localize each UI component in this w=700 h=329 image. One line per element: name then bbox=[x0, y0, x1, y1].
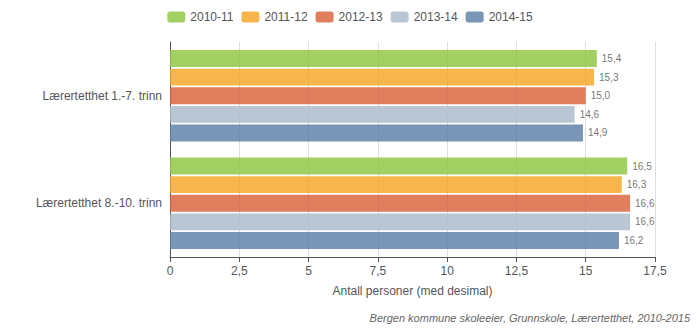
svg-text:2011-12: 2011-12 bbox=[264, 10, 307, 24]
svg-text:16,6: 16,6 bbox=[635, 198, 655, 209]
svg-text:2012-13: 2012-13 bbox=[339, 10, 383, 24]
svg-text:15,0: 15,0 bbox=[591, 90, 611, 101]
svg-text:Lærertetthet 1.-7. trinn: Lærertetthet 1.-7. trinn bbox=[43, 89, 162, 103]
svg-text:16,5: 16,5 bbox=[632, 161, 652, 172]
svg-text:7,5: 7,5 bbox=[370, 264, 387, 278]
svg-text:2010-11: 2010-11 bbox=[190, 10, 233, 24]
svg-text:2,5: 2,5 bbox=[231, 264, 248, 278]
svg-text:17,5: 17,5 bbox=[643, 264, 667, 278]
svg-text:2013-14: 2013-14 bbox=[414, 10, 458, 24]
svg-text:16,3: 16,3 bbox=[627, 179, 647, 190]
svg-text:2014-15: 2014-15 bbox=[489, 10, 533, 24]
svg-text:16,6: 16,6 bbox=[635, 216, 655, 227]
svg-text:Lærertetthet 8.-10. trinn: Lærertetthet 8.-10. trinn bbox=[36, 196, 162, 210]
svg-text:15: 15 bbox=[579, 264, 593, 278]
svg-text:10: 10 bbox=[440, 264, 454, 278]
svg-text:Bergen kommune skoleeier, Grun: Bergen kommune skoleeier, Grunnskole, Læ… bbox=[370, 312, 691, 324]
svg-text:Antall personer (med desimal): Antall personer (med desimal) bbox=[332, 284, 492, 298]
svg-text:16,2: 16,2 bbox=[624, 235, 644, 246]
svg-text:5: 5 bbox=[305, 264, 312, 278]
svg-text:15,3: 15,3 bbox=[599, 72, 619, 83]
svg-text:0: 0 bbox=[167, 264, 174, 278]
svg-text:14,9: 14,9 bbox=[588, 127, 608, 138]
svg-text:15,4: 15,4 bbox=[602, 53, 622, 64]
svg-text:12,5: 12,5 bbox=[505, 264, 529, 278]
svg-text:14,6: 14,6 bbox=[580, 109, 600, 120]
